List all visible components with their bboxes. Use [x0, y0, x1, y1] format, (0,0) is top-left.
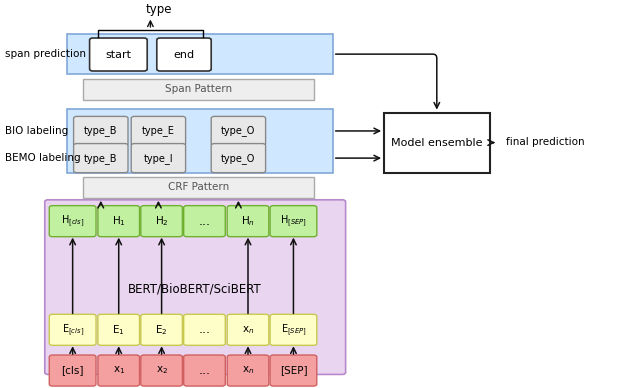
Text: x$_1$: x$_1$ — [113, 365, 125, 376]
FancyBboxPatch shape — [211, 116, 266, 146]
Text: BERT/BioBERT/SciBERT: BERT/BioBERT/SciBERT — [129, 282, 262, 296]
FancyBboxPatch shape — [270, 314, 317, 345]
Text: E$_2$: E$_2$ — [156, 323, 168, 337]
Text: final prediction: final prediction — [506, 137, 584, 147]
Text: BEMO labeling: BEMO labeling — [5, 153, 81, 163]
Bar — [83, 79, 314, 100]
Text: CRF Pattern: CRF Pattern — [168, 182, 229, 192]
FancyBboxPatch shape — [49, 314, 96, 345]
FancyBboxPatch shape — [157, 38, 211, 71]
Text: H$_{[SEP]}$: H$_{[SEP]}$ — [280, 213, 307, 229]
Bar — [67, 109, 333, 173]
Text: H$_n$: H$_n$ — [241, 214, 255, 228]
FancyBboxPatch shape — [227, 314, 269, 345]
Text: BIO labeling: BIO labeling — [5, 126, 68, 136]
Text: Span Pattern: Span Pattern — [165, 85, 232, 94]
Text: H$_2$: H$_2$ — [155, 214, 168, 228]
FancyBboxPatch shape — [45, 200, 346, 374]
Text: type_I: type_I — [143, 152, 173, 164]
Text: H$_1$: H$_1$ — [112, 214, 125, 228]
Text: x$_n$: x$_n$ — [242, 324, 254, 336]
FancyBboxPatch shape — [98, 206, 140, 237]
Text: E$_{[cls]}$: E$_{[cls]}$ — [61, 322, 84, 338]
FancyBboxPatch shape — [74, 144, 128, 173]
FancyBboxPatch shape — [74, 116, 128, 146]
FancyBboxPatch shape — [90, 38, 147, 71]
FancyBboxPatch shape — [270, 355, 317, 386]
Text: [cls]: [cls] — [61, 365, 84, 376]
Text: type_B: type_B — [84, 152, 118, 164]
Text: Model ensemble: Model ensemble — [391, 138, 483, 147]
Bar — [67, 34, 333, 74]
Text: start: start — [106, 50, 131, 59]
FancyBboxPatch shape — [49, 355, 96, 386]
FancyBboxPatch shape — [211, 144, 266, 173]
FancyBboxPatch shape — [184, 206, 225, 237]
Bar — [83, 177, 314, 198]
FancyBboxPatch shape — [131, 144, 186, 173]
FancyBboxPatch shape — [184, 314, 225, 345]
Text: type: type — [145, 3, 172, 16]
Text: ...: ... — [198, 323, 211, 336]
Text: type_B: type_B — [84, 125, 118, 137]
Text: x$_2$: x$_2$ — [156, 365, 168, 376]
FancyBboxPatch shape — [141, 355, 182, 386]
Text: E$_1$: E$_1$ — [113, 323, 125, 337]
FancyBboxPatch shape — [227, 206, 269, 237]
Text: type_O: type_O — [221, 152, 255, 164]
Text: type_E: type_E — [142, 125, 175, 137]
FancyBboxPatch shape — [141, 314, 182, 345]
FancyBboxPatch shape — [98, 314, 140, 345]
FancyBboxPatch shape — [184, 355, 225, 386]
Text: [SEP]: [SEP] — [280, 365, 307, 376]
Text: span prediction: span prediction — [5, 49, 86, 59]
Text: E$_{[SEP]}$: E$_{[SEP]}$ — [280, 322, 307, 338]
FancyBboxPatch shape — [98, 355, 140, 386]
Bar — [384, 113, 490, 173]
FancyBboxPatch shape — [227, 355, 269, 386]
Text: ...: ... — [198, 215, 211, 228]
Text: end: end — [173, 50, 195, 59]
Text: x$_n$: x$_n$ — [242, 365, 254, 376]
FancyBboxPatch shape — [270, 206, 317, 237]
FancyBboxPatch shape — [131, 116, 186, 146]
FancyBboxPatch shape — [141, 206, 182, 237]
Text: ...: ... — [198, 364, 211, 377]
Text: type_O: type_O — [221, 125, 255, 137]
FancyBboxPatch shape — [49, 206, 96, 237]
Text: H$_{[cls]}$: H$_{[cls]}$ — [61, 213, 84, 229]
